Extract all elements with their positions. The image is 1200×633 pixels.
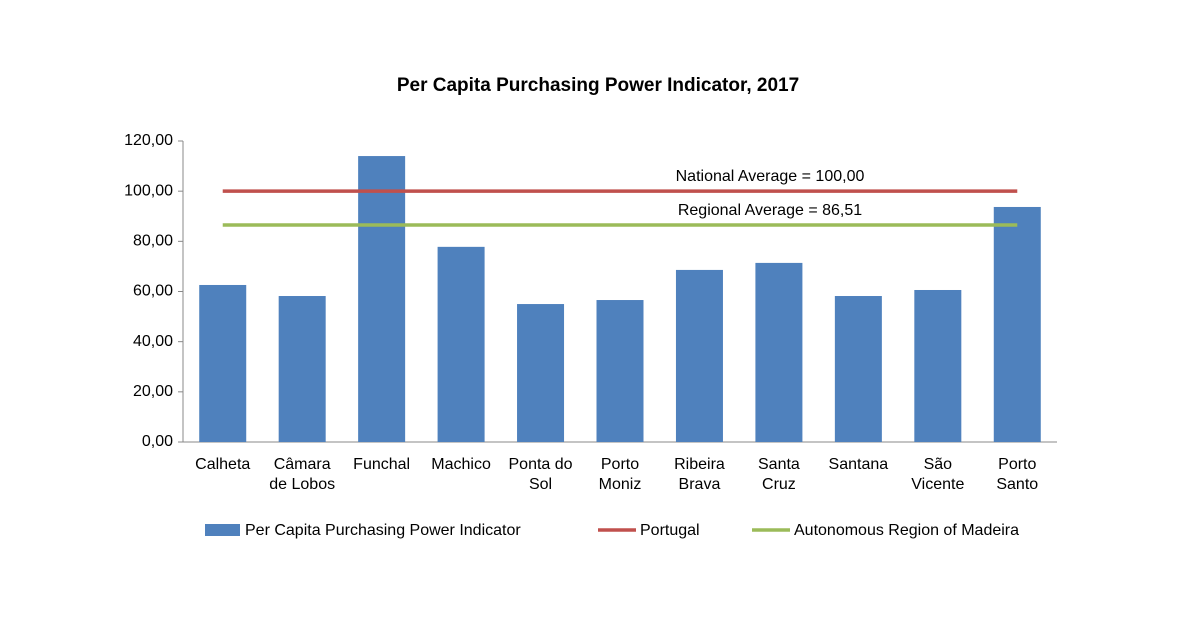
- bar: [675, 269, 723, 442]
- x-tick-label-line: Brava: [679, 476, 721, 493]
- bar: [755, 262, 803, 442]
- x-tick-label: Santa Cruz: [758, 456, 800, 493]
- y-tick-label: 20,00: [133, 383, 173, 400]
- bar: [517, 304, 565, 442]
- x-tick-label-line: Funchal: [353, 456, 410, 473]
- y-tick-label: 60,00: [133, 283, 173, 300]
- bar: [596, 300, 644, 442]
- chart-title: Per Capita Purchasing Power Indicator, 2…: [397, 75, 799, 96]
- y-tick-label: 0,00: [142, 433, 173, 450]
- x-tick-label-line: Porto: [998, 456, 1036, 473]
- x-tick-label: Calheta: [195, 456, 250, 473]
- bar: [199, 284, 247, 442]
- x-tick-label-line: Calheta: [195, 456, 250, 473]
- bar: [834, 296, 882, 442]
- x-tick-label: Ponta do Sol: [509, 456, 573, 493]
- y-tick-label: 40,00: [133, 333, 173, 350]
- x-tick-label: Câmara de Lobos: [269, 456, 335, 493]
- x-tick-label-line: Cruz: [762, 476, 796, 493]
- bar: [914, 289, 962, 442]
- x-tick-label-line: Santana: [829, 456, 889, 473]
- y-tick-label: 80,00: [133, 233, 173, 250]
- x-tick-label-line: Ponta do: [509, 456, 573, 473]
- x-tick-label: Santana: [829, 456, 889, 473]
- x-tick-label: São Vicente: [911, 456, 964, 493]
- annotation: Regional Average = 86,51: [678, 202, 862, 219]
- bar: [278, 296, 326, 442]
- x-tick-label-line: Porto: [601, 456, 639, 473]
- x-tick-label-line: Santa: [758, 456, 800, 473]
- legend-swatch: [205, 524, 240, 536]
- x-tick-label-line: Santo: [996, 476, 1038, 493]
- x-tick-label: Ribeira Brava: [674, 456, 725, 493]
- x-tick-label-line: São: [924, 456, 953, 473]
- x-tick-label-line: Câmara: [274, 456, 331, 473]
- annotation: National Average = 100,00: [676, 168, 865, 185]
- y-tick-label: 100,00: [124, 182, 173, 199]
- x-tick-label: Porto Santo: [996, 456, 1038, 493]
- x-tick-label-line: Ribeira: [674, 456, 725, 473]
- y-tick-label: 120,00: [124, 132, 173, 149]
- legend-label: Autonomous Region of Madeira: [794, 522, 1019, 539]
- x-tick-label-line: Sol: [529, 476, 552, 493]
- legend-label: Portugal: [640, 522, 700, 539]
- bar: [437, 246, 485, 442]
- bar: [993, 206, 1041, 442]
- x-tick-label-line: de Lobos: [269, 476, 335, 493]
- x-tick-label-line: Vicente: [911, 476, 964, 493]
- x-tick-label: Machico: [431, 456, 491, 473]
- x-tick-label-line: Moniz: [599, 476, 642, 493]
- x-tick-label: Porto Moniz: [599, 456, 642, 493]
- x-tick-label: Funchal: [353, 456, 410, 473]
- legend-label: Per Capita Purchasing Power Indicator: [245, 522, 521, 539]
- bar: [358, 156, 406, 443]
- x-tick-label-line: Machico: [431, 456, 491, 473]
